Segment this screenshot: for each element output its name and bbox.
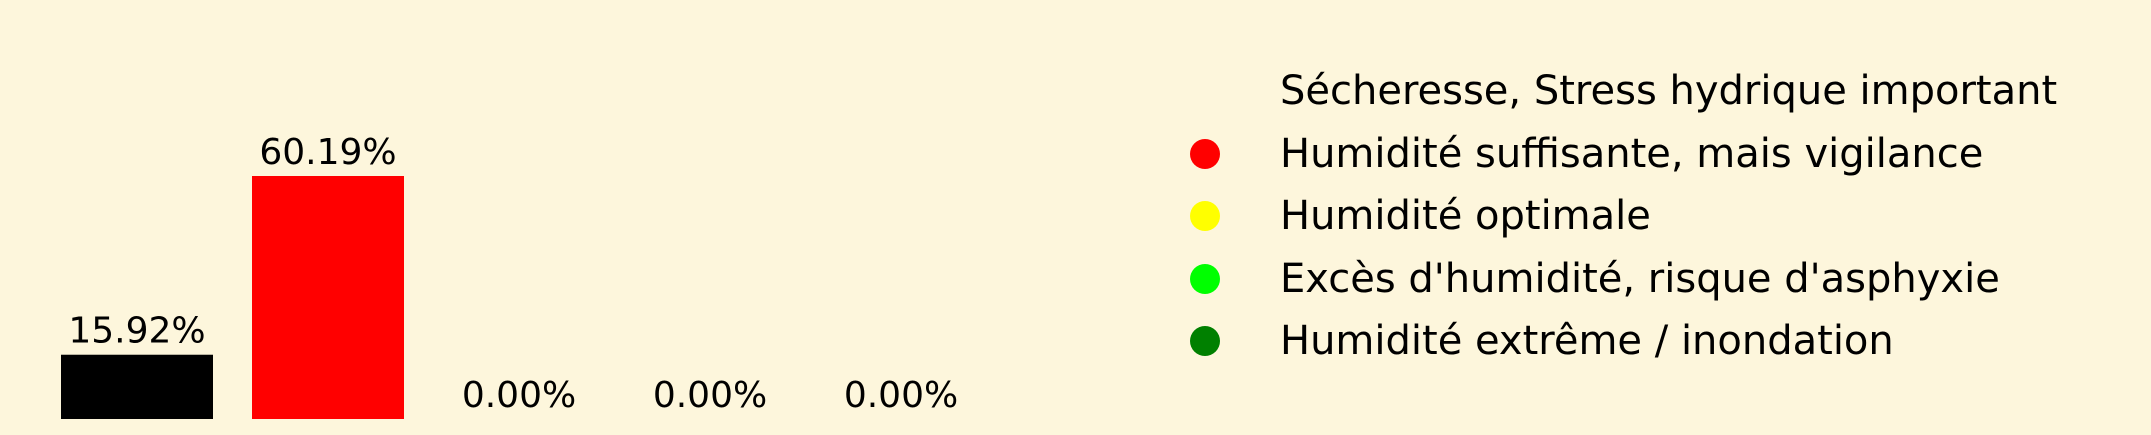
legend-label: Excès d'humidité, risque d'asphyxie <box>1280 255 2000 302</box>
legend-item: Humidité optimale <box>1190 185 2057 248</box>
legend-item: Sécheresse, Stress hydrique important <box>1190 60 2057 123</box>
data-label: 60.19% <box>259 132 396 173</box>
legend-label: Humidité optimale <box>1280 193 1651 240</box>
legend-item: Humidité suffisante, mais vigilance <box>1190 123 2057 186</box>
legend-marker <box>1190 138 1220 169</box>
bar <box>252 176 404 419</box>
data-label: 0.00% <box>844 375 958 416</box>
bar <box>61 354 213 419</box>
legend-label: Humidité suffisante, mais vigilance <box>1280 130 1984 177</box>
legend-item: Excès d'humidité, risque d'asphyxie <box>1190 248 2057 311</box>
legend-marker <box>1190 76 1220 106</box>
legend-marker <box>1190 326 1220 357</box>
legend-item: Humidité extrême / inondation <box>1190 310 2057 373</box>
legend-marker <box>1190 263 1220 294</box>
data-label: 15.92% <box>68 311 205 352</box>
legend-marker <box>1190 201 1220 232</box>
legend-label: Sécheresse, Stress hydrique important <box>1280 68 2058 115</box>
data-label: 0.00% <box>462 375 576 416</box>
legend: Sécheresse, Stress hydrique important Hu… <box>1190 60 2057 373</box>
legend-label: Humidité extrême / inondation <box>1280 318 1894 365</box>
data-label: 0.00% <box>653 375 767 416</box>
